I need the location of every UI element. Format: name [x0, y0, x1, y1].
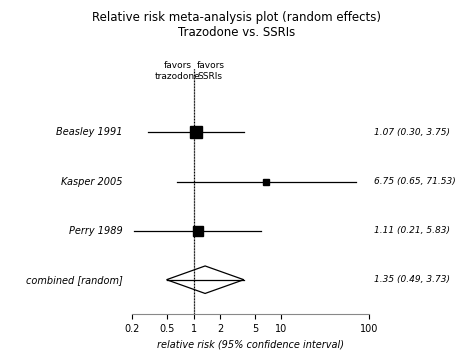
X-axis label: relative risk (95% confidence interval): relative risk (95% confidence interval) [157, 339, 344, 349]
Text: favors
SSRIs: favors SSRIs [196, 61, 224, 81]
Text: 1.11 (0.21, 5.83): 1.11 (0.21, 5.83) [374, 226, 450, 235]
Text: 1.35 (0.49, 3.73): 1.35 (0.49, 3.73) [374, 275, 450, 284]
Text: Beasley 1991: Beasley 1991 [56, 127, 123, 138]
Text: Kasper 2005: Kasper 2005 [61, 177, 123, 187]
Text: favors
trazodone: favors trazodone [154, 61, 200, 81]
Text: combined [random]: combined [random] [26, 275, 123, 285]
Text: Perry 1989: Perry 1989 [69, 226, 123, 236]
Text: 6.75 (0.65, 71.53): 6.75 (0.65, 71.53) [374, 177, 455, 186]
Text: Relative risk meta-analysis plot (random effects)
Trazodone vs. SSRIs: Relative risk meta-analysis plot (random… [92, 11, 381, 39]
Text: 1.07 (0.30, 3.75): 1.07 (0.30, 3.75) [374, 128, 450, 137]
